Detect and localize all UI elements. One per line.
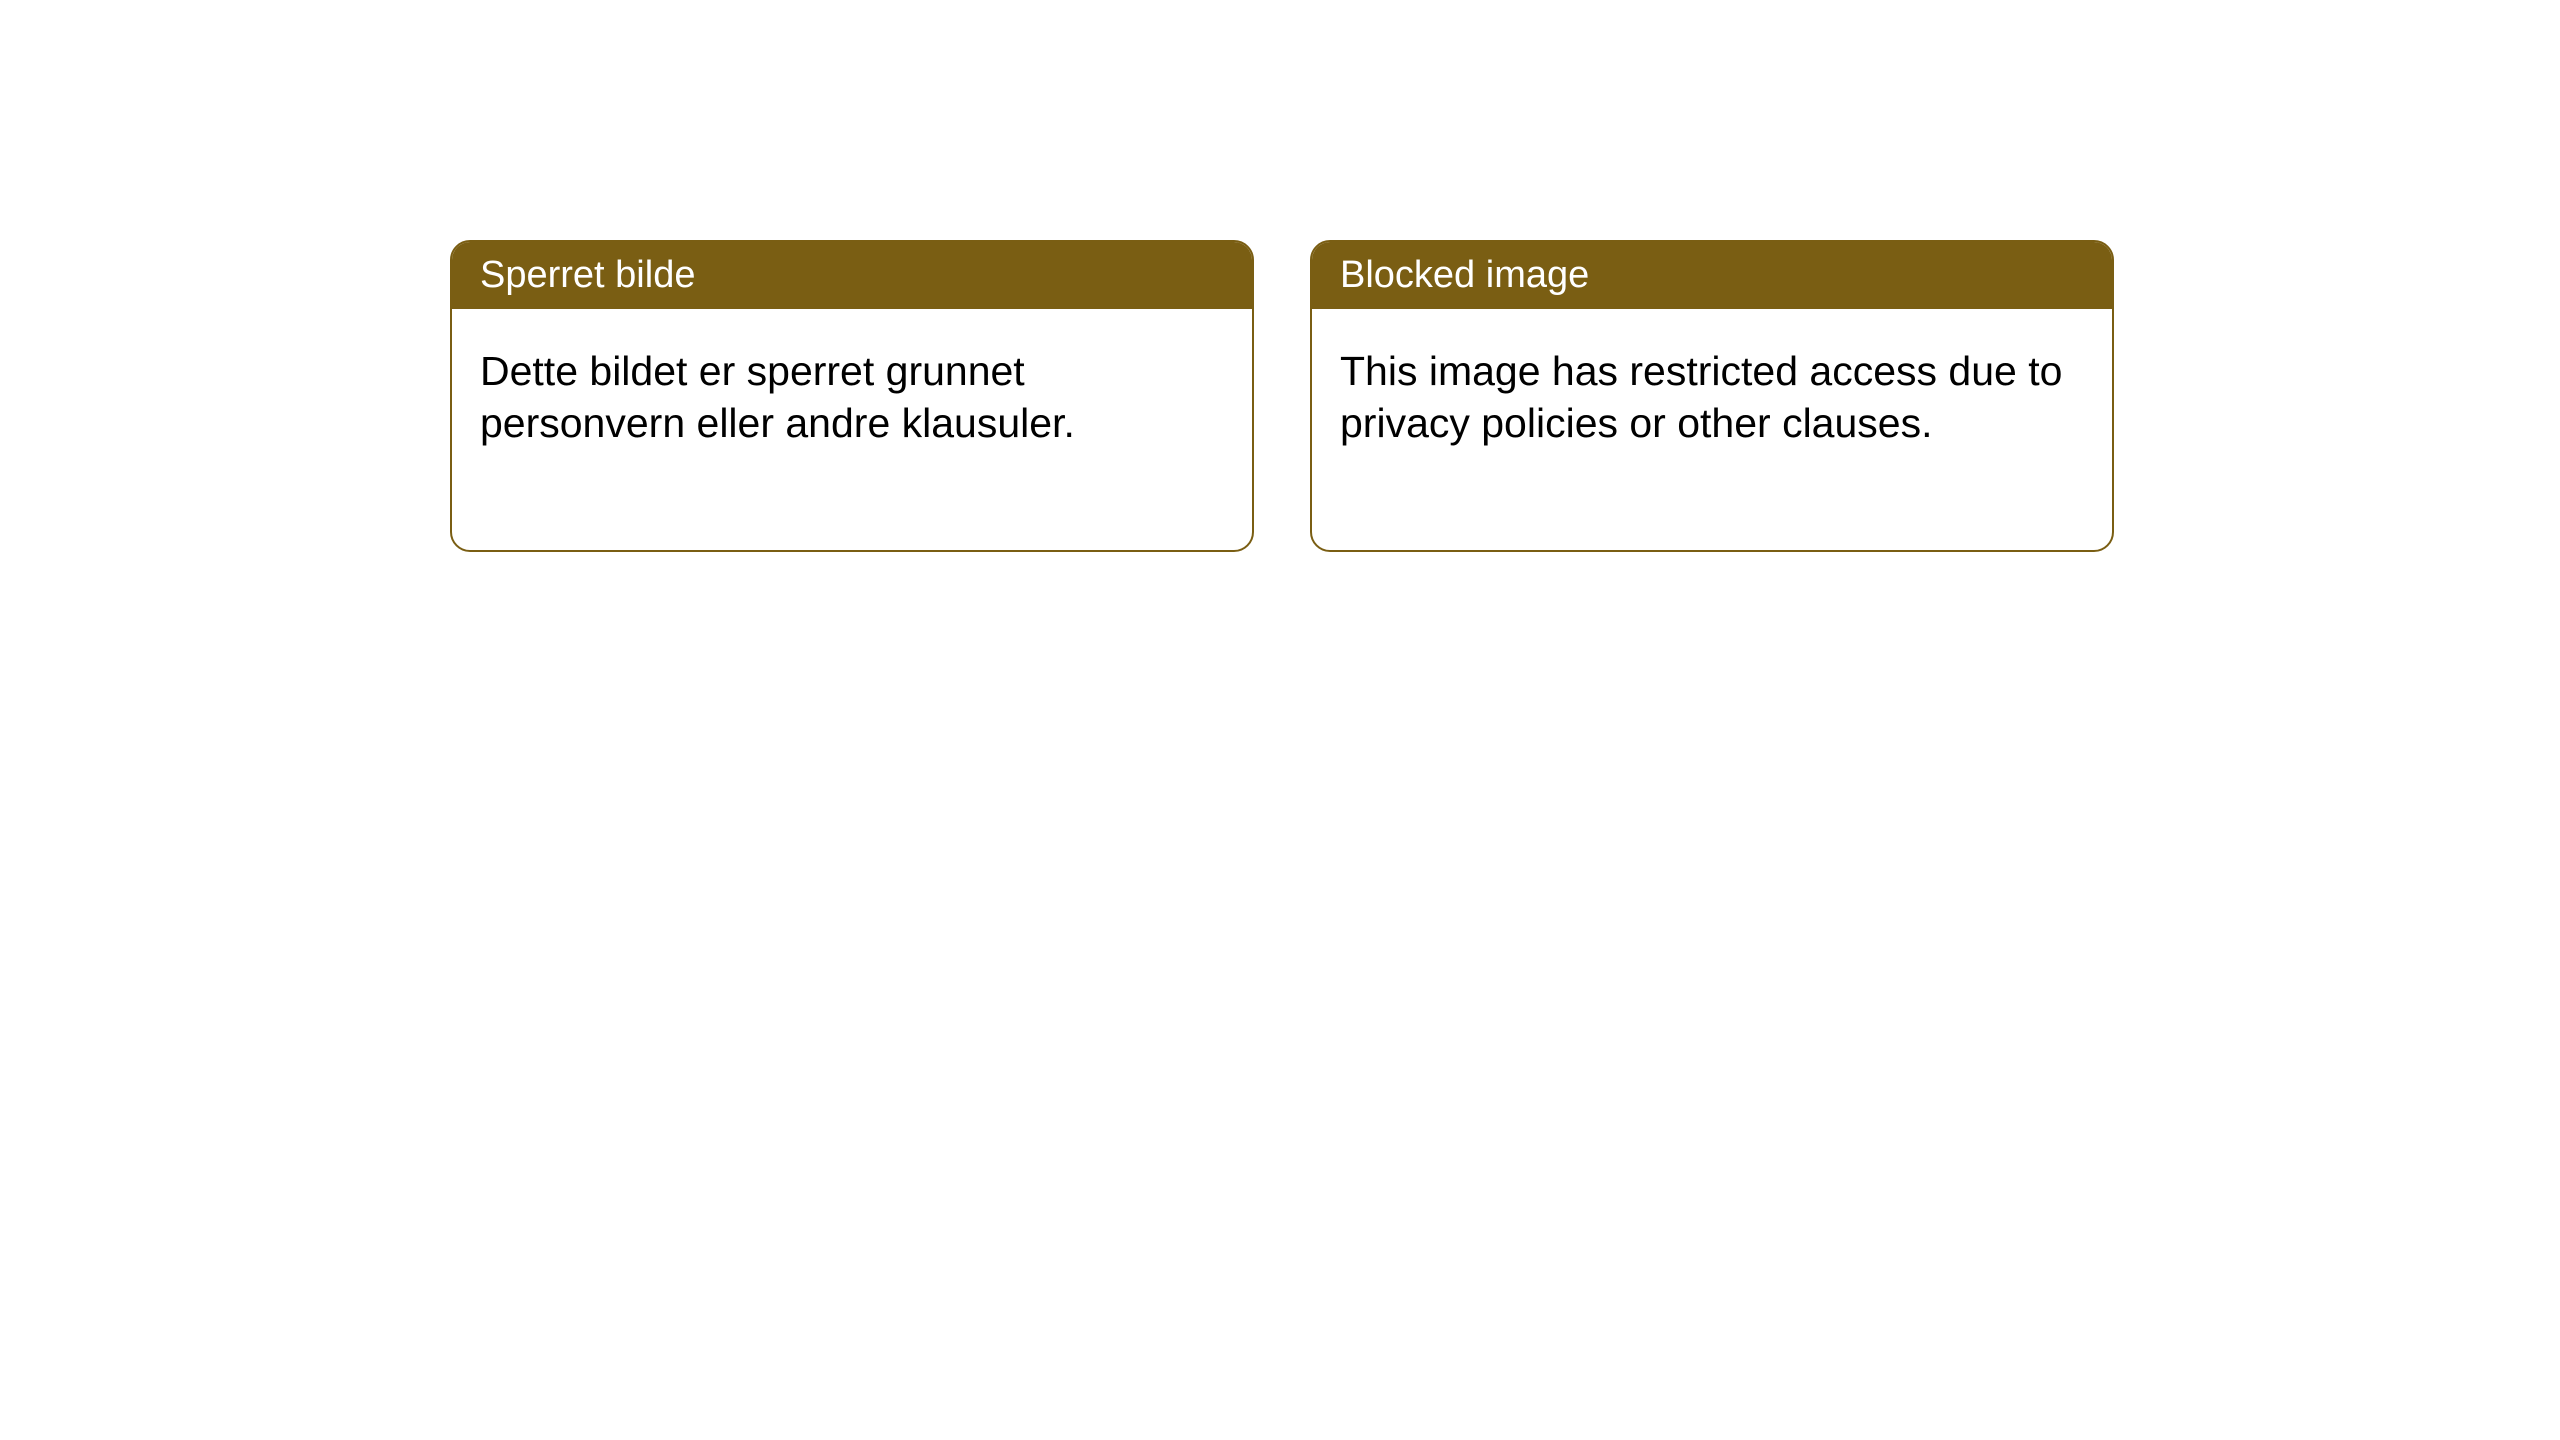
card-body: Dette bildet er sperret grunnet personve… xyxy=(452,309,1252,550)
notice-card-english: Blocked image This image has restricted … xyxy=(1310,240,2114,552)
card-title: Blocked image xyxy=(1340,254,1589,296)
card-header: Blocked image xyxy=(1312,242,2112,309)
blocked-image-notices: Sperret bilde Dette bildet er sperret gr… xyxy=(450,240,2560,552)
notice-card-norwegian: Sperret bilde Dette bildet er sperret gr… xyxy=(450,240,1254,552)
card-body: This image has restricted access due to … xyxy=(1312,309,2112,550)
card-body-text: Dette bildet er sperret grunnet personve… xyxy=(480,348,1075,446)
card-header: Sperret bilde xyxy=(452,242,1252,309)
card-title: Sperret bilde xyxy=(480,254,695,296)
card-body-text: This image has restricted access due to … xyxy=(1340,348,2062,446)
